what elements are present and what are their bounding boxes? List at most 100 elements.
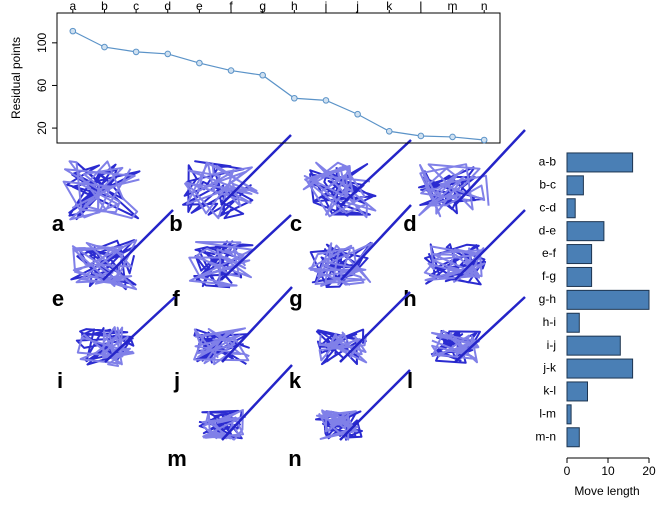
plot-frame (56, 12, 501, 144)
structure-arm (454, 296, 526, 363)
bar (566, 381, 588, 402)
panel-label: i (57, 368, 63, 393)
x-tick-label: l (420, 0, 423, 13)
structure-arm (454, 209, 526, 281)
y-tick-label: d-e (539, 223, 557, 237)
x-tick-label: f (229, 0, 233, 13)
x-tick-label: n (481, 0, 488, 13)
bar (566, 335, 621, 356)
point (322, 97, 330, 104)
panel-label: k (289, 368, 302, 393)
y-tick-label: l-m (539, 407, 556, 421)
x-tick-label: k (386, 0, 393, 13)
x-tick-label: m (448, 0, 458, 13)
panel-label: f (172, 286, 180, 311)
structure-trace (315, 409, 359, 441)
x-tick-label: b (101, 0, 108, 13)
structure-arm (339, 369, 411, 441)
x-tick-label: h (291, 0, 298, 13)
panel-label: l (407, 368, 413, 393)
y-tick-label: k-l (543, 384, 556, 398)
structure-trace (302, 161, 377, 219)
y-tick-label: 60 (35, 78, 49, 92)
bar (566, 198, 576, 219)
structure-arm (104, 296, 176, 363)
x-tick-label: 20 (642, 464, 656, 478)
structure-arm (454, 129, 526, 206)
y-tick-label: e-f (542, 246, 557, 260)
panel-label: d (403, 211, 416, 236)
structure-trace (193, 327, 250, 366)
point (291, 94, 298, 102)
x-tick-label: j (355, 0, 359, 13)
panel-label: j (173, 368, 180, 393)
bar (566, 175, 584, 196)
point (69, 27, 77, 35)
panel-label: h (403, 286, 416, 311)
point (196, 59, 203, 67)
y-tick-label: h-i (543, 315, 556, 329)
y-tick-label: i-j (547, 338, 556, 352)
point (164, 50, 172, 58)
x-tick-label: g (259, 0, 266, 13)
point (449, 133, 456, 141)
point (480, 136, 488, 144)
structure-arm (220, 214, 292, 281)
bar (566, 312, 580, 333)
y-tick-label: j-k (542, 361, 557, 375)
x-tick-label: a (69, 0, 76, 13)
x-tick-label: e (196, 0, 203, 13)
y-tick-label: f-g (542, 269, 556, 283)
panel-label: b (169, 211, 182, 236)
x-tick-label: d (164, 0, 171, 13)
y-tick-label: 100 (35, 33, 49, 53)
point (227, 67, 235, 74)
structure-trace (418, 163, 490, 218)
y-tick-label: c-d (539, 200, 556, 214)
structure-trace (308, 242, 374, 287)
bar (566, 404, 572, 425)
bar (566, 358, 634, 379)
bar (566, 152, 634, 173)
panel-label: m (167, 446, 187, 471)
y-axis-label: Residual points (9, 37, 23, 119)
structure-arm (221, 364, 293, 441)
bar (566, 427, 580, 448)
point (385, 127, 393, 135)
point (259, 71, 266, 79)
structure-arm (102, 209, 174, 281)
point (354, 110, 361, 118)
point (101, 43, 108, 51)
structure-arm (340, 139, 412, 206)
line (72, 30, 485, 141)
panel-label: g (289, 286, 302, 311)
structure-trace (62, 160, 140, 221)
panel-label: n (288, 446, 301, 471)
panel-label: e (52, 286, 64, 311)
structure-arm (220, 134, 292, 206)
x-axis-label: Move length (574, 484, 639, 498)
bar (566, 289, 650, 310)
bar (566, 244, 593, 265)
x-tick-label: c (133, 0, 139, 13)
y-tick-label: m-n (535, 429, 556, 443)
bar (566, 266, 593, 287)
x-tick-label: 10 (601, 464, 615, 478)
structure-arm (221, 286, 293, 363)
y-tick-label: a-b (539, 155, 557, 169)
point (132, 48, 140, 56)
point (417, 132, 425, 140)
structure-trace (188, 241, 254, 287)
panel-label: c (290, 211, 302, 236)
structure-trace (76, 326, 135, 368)
structure-arm (340, 204, 412, 281)
x-tick-label: i (325, 0, 328, 13)
bar (566, 221, 605, 242)
y-tick-label: g-h (539, 292, 556, 306)
structure-trace (184, 161, 259, 220)
x-tick-label: 0 (564, 464, 571, 478)
y-tick-label: b-c (539, 178, 556, 192)
panel-label: a (52, 211, 65, 236)
structure-trace (318, 331, 368, 364)
